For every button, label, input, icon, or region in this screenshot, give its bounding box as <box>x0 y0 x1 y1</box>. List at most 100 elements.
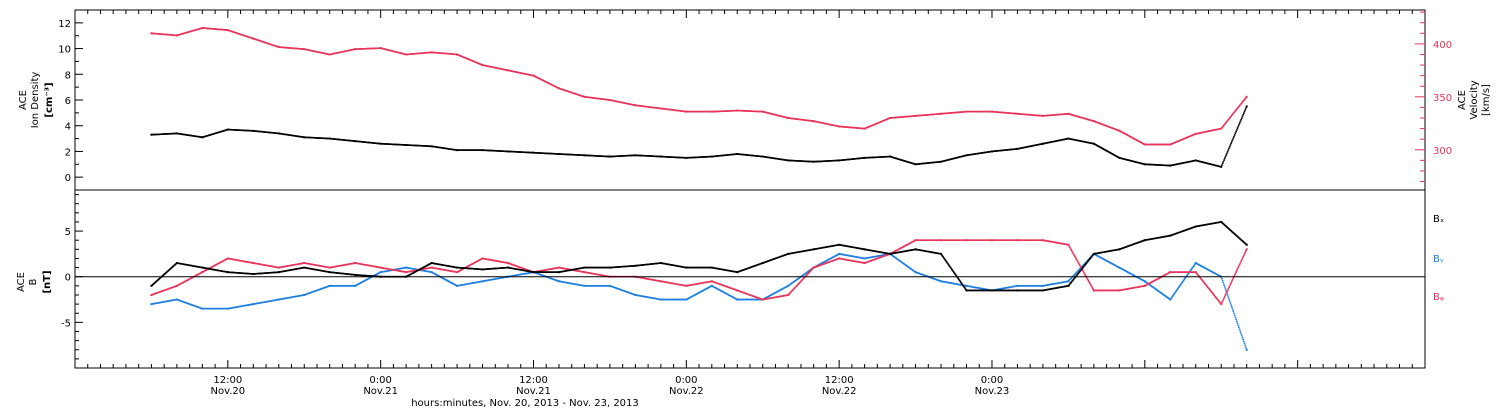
by-series-point <box>1228 296 1230 298</box>
by-series-point <box>1243 341 1245 343</box>
density-series-point <box>1239 122 1241 124</box>
b-y-tick-label: -5 <box>61 318 71 329</box>
density-series-point <box>1232 138 1234 140</box>
density-series-point <box>1237 126 1239 128</box>
density-series-point <box>1242 116 1244 118</box>
by-series-point <box>1234 314 1236 316</box>
density-series-point <box>1242 114 1244 116</box>
by-series-point <box>1237 323 1239 325</box>
by-series-point <box>1242 337 1244 339</box>
density-series-point <box>1237 127 1239 129</box>
by-series-point <box>1223 284 1225 286</box>
by-series-point <box>1244 343 1246 345</box>
velocity-y-tick-label: 400 <box>1433 40 1452 51</box>
by-series-point <box>1233 312 1235 314</box>
by-series-point <box>1237 325 1239 327</box>
density-series-point <box>1240 121 1242 123</box>
by-series-point <box>1231 306 1233 308</box>
by-series-point <box>1240 331 1242 333</box>
density-series-point <box>1241 117 1243 119</box>
by-series-point <box>1240 333 1242 335</box>
by-series-point <box>1232 308 1234 310</box>
x-tick-label-time: 12:00 <box>825 375 854 386</box>
density-series-point <box>1240 119 1242 121</box>
density-series-point <box>1235 132 1237 134</box>
x-tick-label-time: 0:00 <box>369 375 391 386</box>
density-series-point <box>1225 156 1227 158</box>
density-series-point <box>1223 159 1225 161</box>
by-series-point <box>1245 347 1247 349</box>
density-series-point <box>1228 149 1230 151</box>
density-series-point <box>1244 109 1246 111</box>
data-layer <box>150 27 1247 351</box>
by-series-point <box>1244 345 1246 347</box>
x-tick-label-time: 12:00 <box>519 375 548 386</box>
density-series-point <box>1235 131 1237 133</box>
density-series-point <box>1243 112 1245 114</box>
velocity-y-tick-label: 350 <box>1433 93 1452 104</box>
density-series-point <box>1226 153 1228 155</box>
x-tick-label-date: Nov.22 <box>822 386 857 397</box>
density-y-tick-label: 8 <box>65 70 71 81</box>
b-y-tick-label: 5 <box>65 227 71 238</box>
by-series-point <box>1236 321 1238 323</box>
by-series-point <box>1227 294 1229 296</box>
by-series-point <box>1230 304 1232 306</box>
density-series-point <box>1244 111 1246 113</box>
density-series-point <box>1231 141 1233 143</box>
b-y-tick-label: 0 <box>65 273 71 284</box>
by-series-point <box>1230 302 1232 304</box>
by-series-point <box>1238 327 1240 329</box>
density-series-point <box>1227 151 1229 153</box>
density-y-tick-label: 10 <box>58 45 71 56</box>
velocity-y-tick-label: 300 <box>1433 146 1452 157</box>
by-series-point <box>1235 319 1237 321</box>
by-series-point <box>1232 310 1234 312</box>
x-tick-label-date: Nov.22 <box>669 386 704 397</box>
density-series-point <box>1236 129 1238 131</box>
by-series-point <box>1239 329 1241 331</box>
density-series-point <box>1225 154 1227 156</box>
density-y-tick-label: 2 <box>65 147 71 158</box>
density-series-point <box>1233 136 1235 138</box>
density-series-point <box>1238 124 1240 126</box>
by-series-point <box>1221 278 1223 280</box>
density-series-point <box>1246 105 1248 107</box>
bz-series <box>150 239 1247 305</box>
density-series-point <box>1228 148 1230 150</box>
by-series-point <box>1242 339 1244 341</box>
by-series-point <box>1225 288 1227 290</box>
x-tick-label-date: Nov.21 <box>516 386 551 397</box>
by-series-point <box>1241 335 1243 337</box>
density-series-point <box>1220 166 1222 168</box>
x-tick-label-time: 12:00 <box>213 375 242 386</box>
density-series-point <box>1230 143 1232 145</box>
density-series-point <box>1223 161 1225 163</box>
by-series-point <box>1229 300 1231 302</box>
density-series-point <box>1229 146 1231 148</box>
density-series-point <box>1224 158 1226 160</box>
by-series-point <box>1235 316 1237 318</box>
density-y-tick-label: 0 <box>65 173 71 184</box>
density-series-point <box>1234 134 1236 136</box>
x-tick-label-time: 0:00 <box>981 375 1003 386</box>
density-y-tick-label: 6 <box>65 96 71 107</box>
by-series-point <box>1228 298 1230 300</box>
density-series-point <box>1221 164 1223 166</box>
x-tick-label-date: Nov.23 <box>975 386 1010 397</box>
density-series-point <box>1230 144 1232 146</box>
velocity-series <box>150 27 1247 145</box>
by-series-point <box>1222 280 1224 282</box>
density-series-point <box>1232 139 1234 141</box>
x-tick-label-time: 0:00 <box>675 375 697 386</box>
x-tick-label-date: Nov.20 <box>211 386 246 397</box>
density-series-point <box>1222 163 1224 165</box>
by-series-point <box>1224 286 1226 288</box>
velocity-series-point <box>1246 96 1248 98</box>
density-y-tick-label: 12 <box>58 19 71 30</box>
density-series-point <box>1245 107 1247 109</box>
density-y-tick-label: 4 <box>65 122 71 133</box>
by-series-point <box>1223 282 1225 284</box>
